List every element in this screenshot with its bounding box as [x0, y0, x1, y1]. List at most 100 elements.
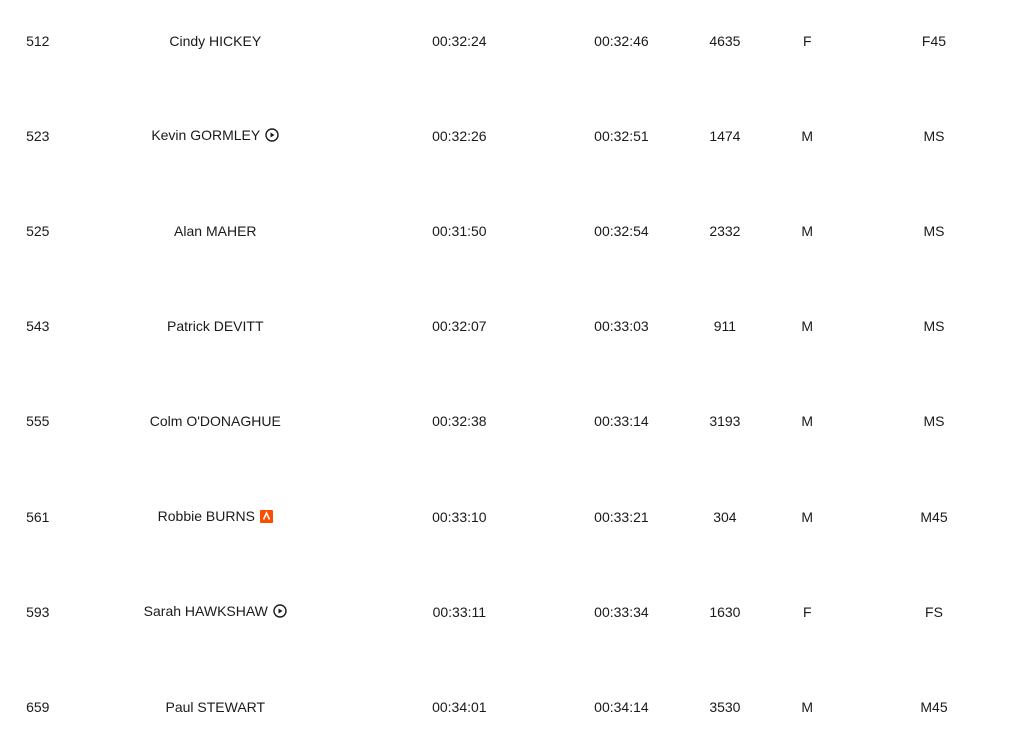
table-row[interactable]: 523 Kevin GORMLEY 00:32:26 00:32:51 1474 M MS: [0, 88, 1024, 183]
pos-text: 523: [26, 127, 50, 144]
cat-text: MS: [923, 222, 945, 239]
pos-text: 659: [26, 698, 50, 715]
gun-text: 00:32:54: [594, 222, 649, 239]
table-row[interactable]: 561 Robbie BURNS 00:33:10 00:33:21 304 M M45: [0, 469, 1024, 564]
name-text[interactable]: Colm O'DONAGHUE: [149, 413, 281, 430]
cell-pos: 525: [0, 183, 75, 278]
chip-text: 00:34:01: [432, 698, 487, 715]
cell-gun: 00:33:21: [564, 469, 680, 564]
cell-gender: F: [771, 564, 844, 659]
cell-gun: 00:33:03: [564, 279, 680, 374]
name-text[interactable]: Kevin GORMLEY: [151, 126, 261, 143]
cell-gender: M: [771, 88, 844, 183]
chip-text: 00:32:07: [432, 318, 487, 335]
gender-text: M: [801, 222, 814, 239]
cell-cat: F45: [844, 0, 1024, 88]
cell-cat: M45: [844, 659, 1024, 754]
name-text[interactable]: Alan MAHER: [174, 222, 257, 239]
table-row[interactable]: 659 Paul STEWART 00:34:01 00:34:14 3530 M M45: [0, 659, 1024, 754]
name-text[interactable]: Cindy HICKEY: [169, 32, 262, 49]
cell-gun: 00:33:14: [564, 374, 680, 469]
bib-text: 4635: [709, 32, 741, 49]
gun-text: 00:33:21: [594, 508, 649, 525]
table-row[interactable]: 593 Sarah HAWKSHAW 00:33:11 00:33:34 1630 F FS: [0, 564, 1024, 659]
gender-text: M: [801, 127, 814, 144]
cat-text: M45: [920, 698, 948, 715]
gender-text: F: [802, 603, 812, 620]
cat-text: FS: [925, 603, 943, 620]
cell-pos: 593: [0, 564, 75, 659]
cell-name: Sarah HAWKSHAW: [75, 564, 355, 659]
cat-text: MS: [923, 413, 945, 430]
name-text[interactable]: Robbie BURNS: [157, 507, 255, 524]
cell-pos: 555: [0, 374, 75, 469]
gender-text: F: [802, 32, 812, 49]
play-circle-icon[interactable]: [265, 128, 279, 145]
gun-text: 00:33:14: [594, 413, 649, 430]
table-row[interactable]: 555 Colm O'DONAGHUE 00:32:38 00:33:14 3193 M M…: [0, 374, 1024, 469]
cell-name: Patrick DEVITT: [75, 279, 355, 374]
table-row[interactable]: 543 Patrick DEVITT 00:32:07 00:33:03 911 M MS: [0, 279, 1024, 374]
cell-gun: 00:32:51: [564, 88, 680, 183]
cell-pos: 523: [0, 88, 75, 183]
cell-chip: 00:32:38: [355, 374, 563, 469]
gun-text: 00:32:51: [594, 127, 649, 144]
pos-text: 525: [26, 222, 50, 239]
pos-text: 561: [26, 508, 50, 525]
cell-bib: 3530: [679, 659, 770, 754]
cell-cat: FS: [844, 564, 1024, 659]
play-circle-icon[interactable]: [273, 604, 287, 621]
cell-cat: MS: [844, 374, 1024, 469]
cell-name: Alan MAHER: [75, 183, 355, 278]
name-text[interactable]: Patrick DEVITT: [167, 318, 264, 335]
cell-gender: M: [771, 659, 844, 754]
strava-icon[interactable]: [259, 509, 273, 526]
pos-text: 593: [26, 603, 50, 620]
bib-text: 3530: [709, 698, 741, 715]
cell-bib: 1474: [679, 88, 770, 183]
cell-cat: MS: [844, 183, 1024, 278]
gender-text: M: [801, 508, 814, 525]
cell-bib: 2332: [679, 183, 770, 278]
pos-text: 555: [26, 413, 50, 430]
cell-chip: 00:31:50: [355, 183, 563, 278]
cell-bib: 911: [679, 279, 770, 374]
bib-text: 304: [713, 508, 737, 525]
cell-bib: 3193: [679, 374, 770, 469]
cat-text: F45: [921, 32, 947, 49]
cell-chip: 00:32:26: [355, 88, 563, 183]
cell-gender: M: [771, 279, 844, 374]
cell-pos: 561: [0, 469, 75, 564]
cell-name: Kevin GORMLEY: [75, 88, 355, 183]
cell-gender: M: [771, 183, 844, 278]
name-text[interactable]: Paul STEWART: [165, 698, 266, 715]
cell-gender: M: [771, 374, 844, 469]
gender-text: M: [801, 413, 814, 430]
bib-text: 911: [713, 318, 737, 335]
chip-text: 00:32:26: [432, 127, 487, 144]
gun-text: 00:33:03: [594, 318, 649, 335]
pos-text: 512: [26, 32, 50, 49]
chip-text: 00:33:10: [432, 508, 487, 525]
chip-text: 00:33:11: [432, 603, 487, 620]
cell-chip: 00:33:11: [355, 564, 563, 659]
name-text[interactable]: Sarah HAWKSHAW: [143, 602, 268, 619]
cell-name: Colm O'DONAGHUE: [75, 374, 355, 469]
table-row[interactable]: 512 Cindy HICKEY 00:32:24 00:32:46 4635 F F45: [0, 0, 1024, 88]
gun-text: 00:33:34: [594, 603, 649, 620]
table-row[interactable]: 525 Alan MAHER 00:31:50 00:32:54 2332 M MS: [0, 183, 1024, 278]
cell-gender: M: [771, 469, 844, 564]
cat-text: MS: [923, 127, 945, 144]
cell-gun: 00:32:46: [564, 0, 680, 88]
cell-gun: 00:33:34: [564, 564, 680, 659]
cell-bib: 1630: [679, 564, 770, 659]
cell-name: Robbie BURNS: [75, 469, 355, 564]
gender-text: M: [801, 318, 814, 335]
chip-text: 00:32:38: [432, 413, 487, 430]
chip-text: 00:31:50: [432, 222, 487, 239]
cell-bib: 4635: [679, 0, 770, 88]
bib-text: 1474: [709, 127, 741, 144]
cell-cat: M45: [844, 469, 1024, 564]
cell-gun: 00:34:14: [564, 659, 680, 754]
